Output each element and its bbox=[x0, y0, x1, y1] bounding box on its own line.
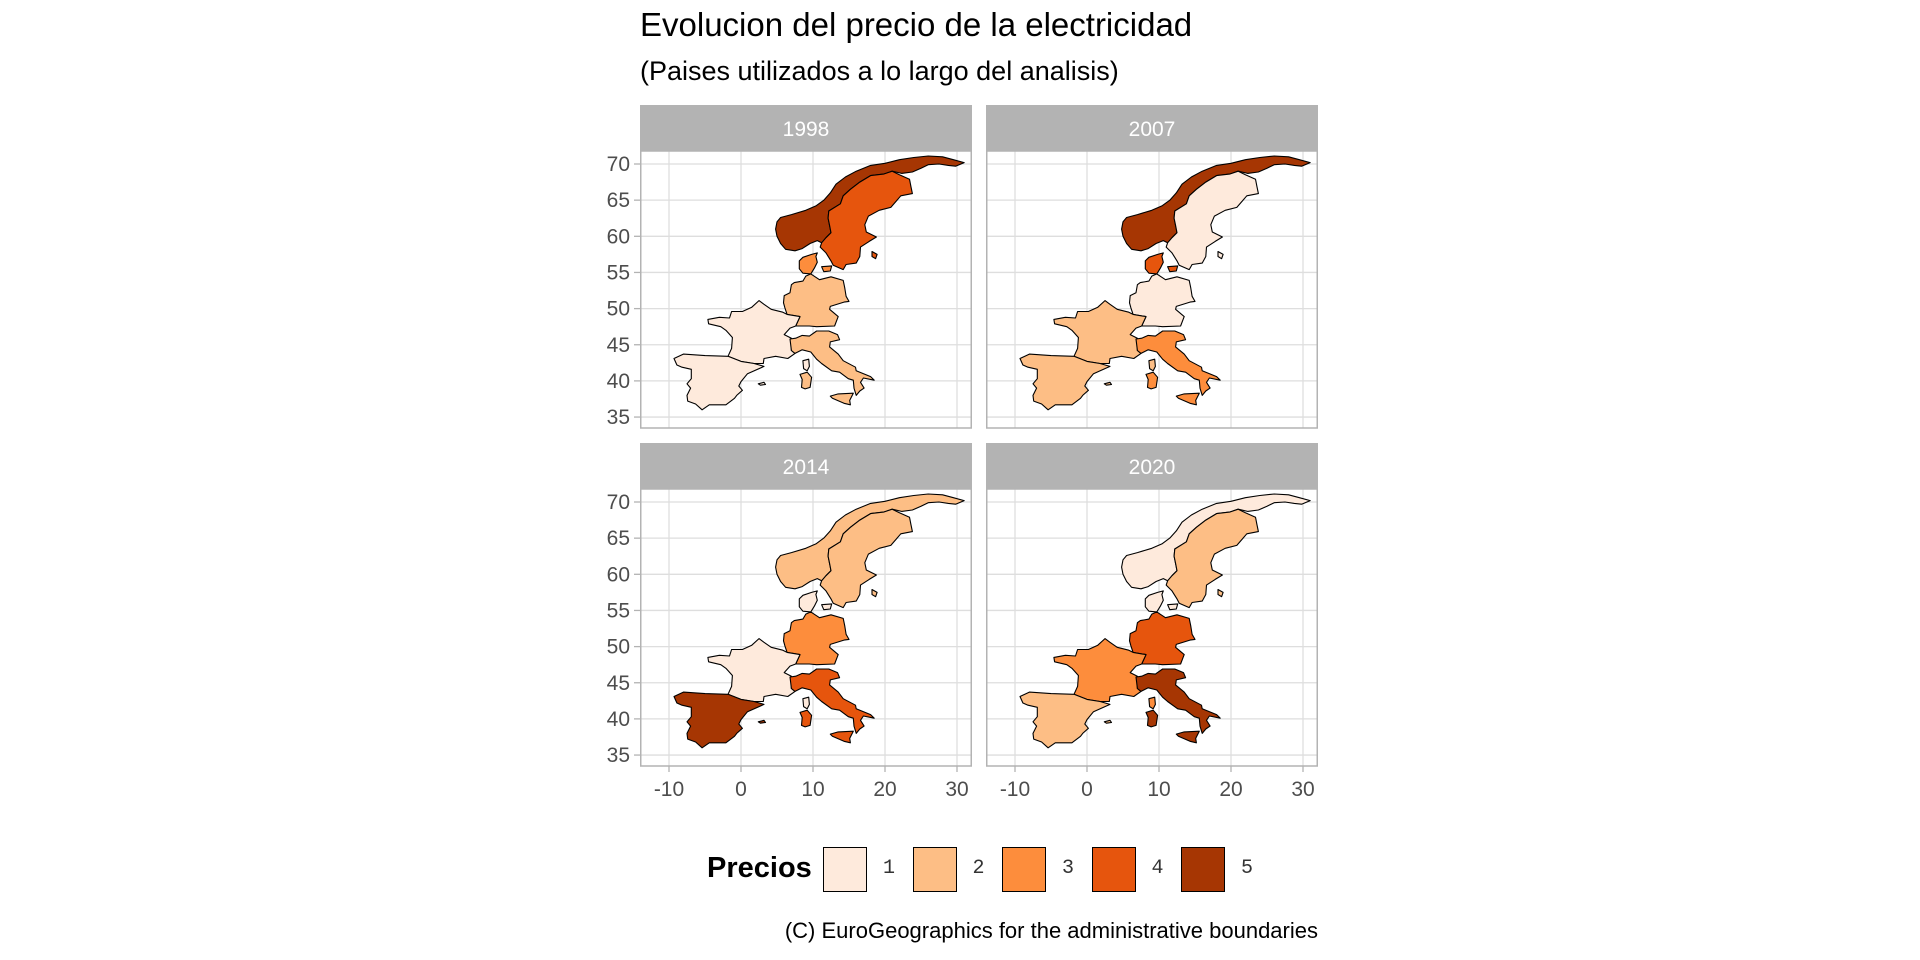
legend-label-1: 1 bbox=[883, 857, 896, 880]
panel-border bbox=[640, 150, 972, 429]
facet-strip-label: 2007 bbox=[1129, 118, 1176, 141]
country-norway-2014 bbox=[775, 493, 965, 590]
x-tick-label: 10 bbox=[1147, 778, 1170, 801]
x-tick-label: 20 bbox=[1219, 778, 1242, 801]
country-norway-2007 bbox=[1121, 155, 1311, 252]
country-corsica-1998 bbox=[802, 358, 810, 372]
facet-strip bbox=[640, 105, 972, 151]
country-sweden-2014 bbox=[819, 508, 913, 609]
country-france-2020 bbox=[1053, 638, 1147, 703]
country-italy-2007 bbox=[1135, 330, 1221, 406]
facet-strip-label: 2020 bbox=[1129, 456, 1176, 479]
country-denmark-1998 bbox=[798, 252, 833, 275]
x-tick-label: -10 bbox=[654, 778, 684, 801]
y-tick-label: 35 bbox=[607, 406, 630, 429]
chart-title: Evolucion del precio de la electricidad bbox=[640, 6, 1193, 43]
country-denmark-2014 bbox=[798, 590, 833, 613]
country-norway-1998 bbox=[775, 155, 965, 252]
facet-panel-1998: 1998 70 65 60 55 50 45 40 35 bbox=[607, 105, 972, 429]
facet-strip bbox=[986, 105, 1318, 151]
caption: (C) EuroGeographics for the administrati… bbox=[784, 918, 1318, 943]
country-sweden-2007 bbox=[1165, 170, 1259, 271]
legend-title: Precios bbox=[707, 852, 812, 884]
facet-panel-2014: 2014 70 65 60 55 50 45 40 35 -10 0 10 20 30 bbox=[607, 443, 972, 801]
panel-border bbox=[640, 488, 972, 767]
country-spain-2020 bbox=[1019, 691, 1113, 749]
y-tick-label: 55 bbox=[607, 261, 630, 284]
facet-panel-2020: 2020 -10 0 10 20 30 bbox=[986, 443, 1318, 801]
facet-strip bbox=[640, 443, 972, 489]
legend-label-3: 3 bbox=[1062, 857, 1075, 880]
country-spain-2014 bbox=[673, 691, 767, 749]
country-spain-1998 bbox=[673, 353, 767, 411]
x-tick-label: 10 bbox=[801, 778, 824, 801]
x-tick-label: -10 bbox=[1000, 778, 1030, 801]
panel-border bbox=[986, 150, 1318, 429]
legend-key-2 bbox=[912, 847, 957, 892]
y-tick-label: 50 bbox=[607, 298, 630, 321]
facet-strip-label: 2014 bbox=[783, 456, 830, 479]
country-france-2007 bbox=[1053, 300, 1147, 365]
country-spain-2007 bbox=[1019, 353, 1113, 411]
y-tick-label: 40 bbox=[607, 370, 630, 393]
y-tick-label: 50 bbox=[607, 636, 630, 659]
y-tick-label: 60 bbox=[607, 225, 630, 248]
y-tick-label: 45 bbox=[607, 672, 630, 695]
chart-subtitle: (Paises utilizados a lo largo del analis… bbox=[640, 56, 1119, 86]
legend-key-3 bbox=[1002, 847, 1046, 892]
y-tick-label: 70 bbox=[607, 491, 630, 514]
y-tick-label: 60 bbox=[607, 563, 630, 586]
x-tick-label: 0 bbox=[735, 778, 747, 801]
country-italy-2020 bbox=[1135, 668, 1221, 744]
country-denmark-2007 bbox=[1144, 252, 1179, 275]
facet-strip bbox=[986, 443, 1318, 489]
country-france-2014 bbox=[707, 638, 801, 703]
country-italy-1998 bbox=[789, 330, 875, 406]
country-sweden-2020 bbox=[1165, 508, 1259, 609]
country-denmark-2020 bbox=[1144, 590, 1179, 613]
country-sweden-1998 bbox=[819, 170, 913, 271]
legend-key-4 bbox=[1091, 847, 1136, 892]
x-tick-label: 30 bbox=[1291, 778, 1314, 801]
x-tick-label: 30 bbox=[945, 778, 968, 801]
legend-label-5: 5 bbox=[1241, 857, 1254, 880]
y-tick-label: 70 bbox=[607, 153, 630, 176]
legend-label-2: 2 bbox=[972, 857, 985, 880]
y-tick-label: 65 bbox=[607, 527, 630, 550]
country-france-1998 bbox=[707, 300, 801, 365]
y-tick-label: 65 bbox=[607, 189, 630, 212]
y-tick-label: 55 bbox=[607, 599, 630, 622]
facet-panel-2007: 2007 bbox=[986, 105, 1318, 429]
y-tick-label: 40 bbox=[607, 708, 630, 731]
legend-label-4: 4 bbox=[1151, 857, 1164, 880]
facet-strip-label: 1998 bbox=[783, 118, 830, 141]
country-corsica-2007 bbox=[1148, 358, 1156, 372]
y-tick-label: 35 bbox=[607, 744, 630, 767]
legend-key-5 bbox=[1181, 847, 1225, 892]
y-tick-label: 45 bbox=[607, 334, 630, 357]
country-corsica-2020 bbox=[1148, 696, 1156, 710]
panel-border bbox=[986, 488, 1318, 767]
x-tick-label: 20 bbox=[873, 778, 896, 801]
x-tick-label: 0 bbox=[1081, 778, 1093, 801]
country-norway-2020 bbox=[1121, 493, 1311, 590]
legend-key-1 bbox=[823, 847, 867, 892]
country-italy-2014 bbox=[789, 668, 875, 744]
country-corsica-2014 bbox=[802, 696, 810, 710]
